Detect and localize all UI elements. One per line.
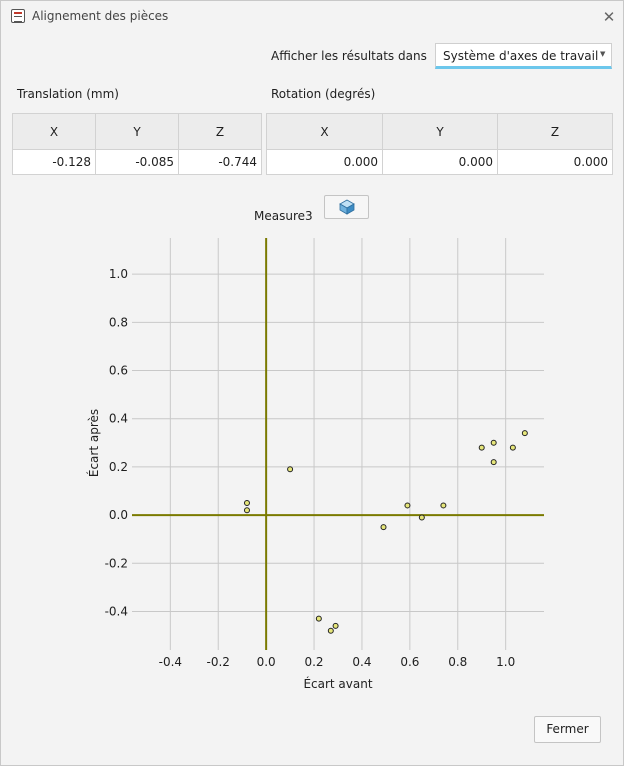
y-tick-label: 0.6	[109, 364, 128, 378]
x-tick-label: -0.2	[207, 655, 230, 669]
chevron-down-icon: ▼	[600, 50, 606, 58]
y-axis-label: Écart après	[86, 409, 101, 477]
y-tick-label: 1.0	[109, 267, 128, 281]
window-title: Alignement des pièces	[32, 9, 169, 23]
cube-icon	[339, 199, 355, 215]
measure-label: Measure3	[254, 209, 313, 223]
translation-table: X Y Z -0.128 -0.085 -0.744	[12, 113, 262, 175]
app-window-icon	[11, 9, 25, 23]
x-tick-label: 0.2	[304, 655, 323, 669]
dropdown-selected-value: Système d'axes de travail	[443, 49, 599, 63]
y-tick-label: -0.2	[105, 556, 128, 570]
x-tick-label: -0.4	[159, 655, 182, 669]
rotation-label: Rotation (degrés)	[271, 87, 376, 101]
x-tick-label: 0.8	[448, 655, 467, 669]
scatter-point	[332, 622, 339, 629]
y-tick-label: 0.8	[109, 315, 128, 329]
translation-value-x: -0.128	[12, 149, 96, 175]
rotation-value-x: 0.000	[266, 149, 383, 175]
scatter-point	[380, 524, 387, 531]
scatter-point	[418, 514, 425, 521]
x-tick-label: 1.0	[496, 655, 515, 669]
scatter-point	[490, 439, 497, 446]
scatter-point	[509, 444, 516, 451]
title-bar: Alignement des pièces ✕	[1, 1, 623, 33]
coordinate-system-dropdown[interactable]: Système d'axes de travail ▼	[435, 43, 612, 69]
translation-header-x: X	[12, 113, 96, 150]
x-tick-label: 0.4	[352, 655, 371, 669]
rotation-value-z: 0.000	[497, 149, 613, 175]
y-tick-label: 0.2	[109, 460, 128, 474]
translation-label: Translation (mm)	[17, 87, 119, 101]
y-tick-label: -0.4	[105, 604, 128, 618]
scatter-point	[490, 459, 497, 466]
x-tick-label: 0.0	[257, 655, 276, 669]
rotation-header-z: Z	[497, 113, 613, 150]
x-axis-label: Écart avant	[303, 676, 372, 691]
scatter-point	[478, 444, 485, 451]
rotation-header-y: Y	[382, 113, 498, 150]
rotation-value-y: 0.000	[382, 149, 498, 175]
x-tick-label: 0.6	[400, 655, 419, 669]
translation-value-z: -0.744	[178, 149, 262, 175]
scatter-point	[521, 430, 528, 437]
y-tick-label: 0.4	[109, 412, 128, 426]
scatter-point	[287, 466, 294, 473]
scatter-point	[440, 502, 447, 509]
scatter-point	[315, 615, 322, 622]
y-tick-label: 0.0	[109, 508, 128, 522]
scatter-chart: -0.4 -0.2 0.0 0.2 0.4 0.6 0.8 1.0 -0.4 -0.2 0.0 0.2…	[86, 238, 544, 691]
translation-value-y: -0.085	[95, 149, 179, 175]
rotation-table: X Y Z 0.000 0.000 0.000	[266, 113, 613, 175]
close-button[interactable]: Fermer	[534, 716, 601, 743]
scatter-point	[404, 502, 411, 509]
view-cube-button[interactable]	[324, 195, 369, 219]
scatter-point	[327, 627, 334, 634]
scatter-point	[243, 507, 250, 514]
results-label: Afficher les résultats dans	[271, 49, 427, 63]
scatter-point	[243, 500, 250, 507]
close-icon[interactable]: ✕	[602, 8, 616, 26]
